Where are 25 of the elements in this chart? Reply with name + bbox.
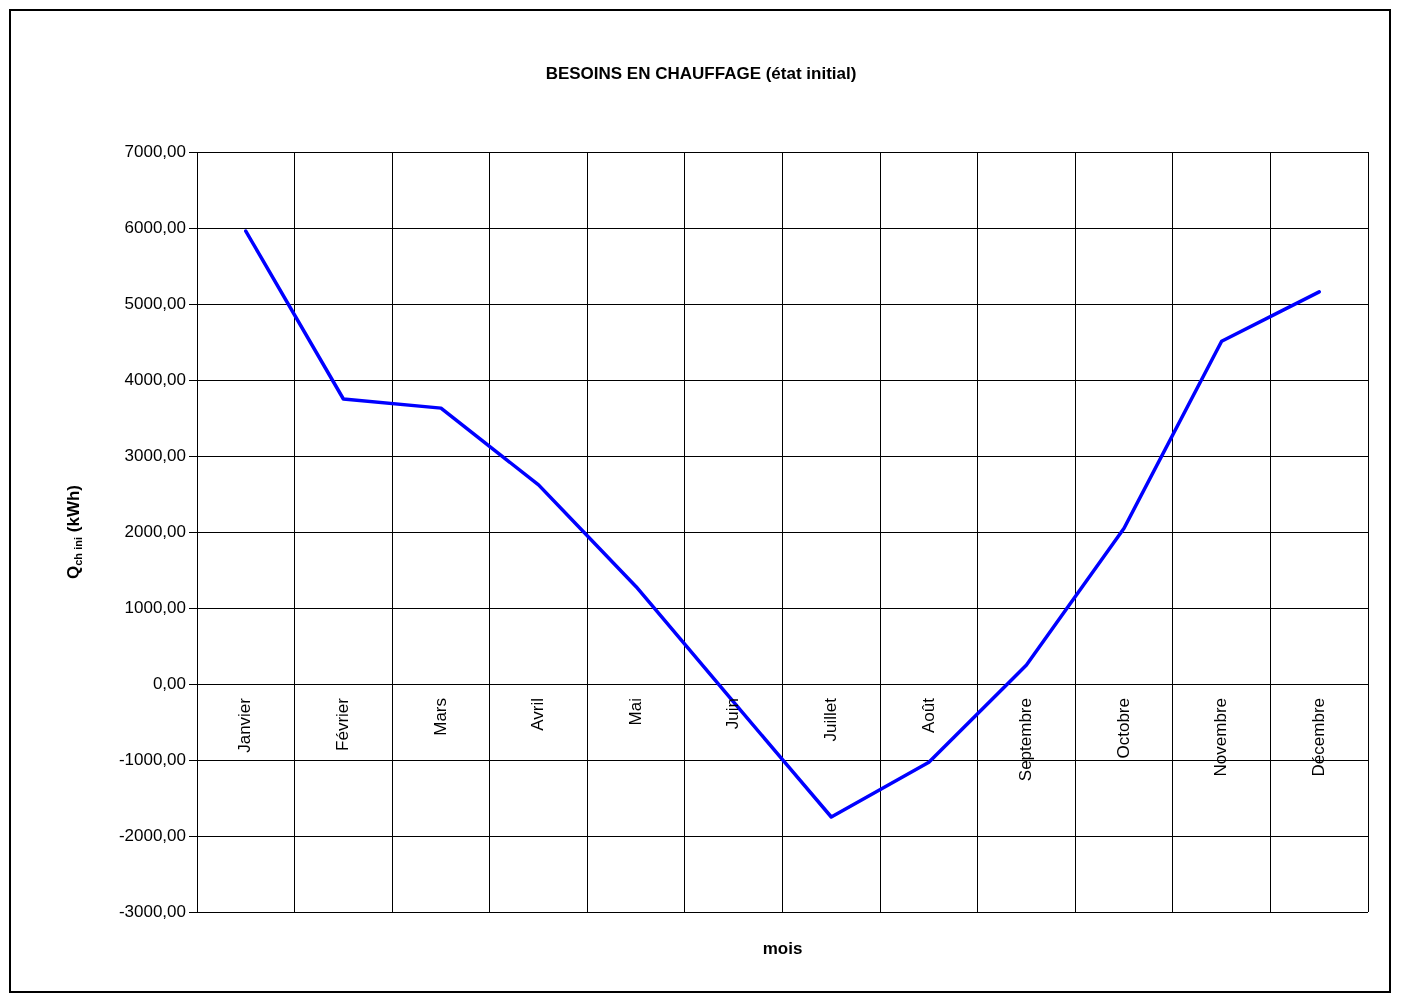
x-tick-label: Novembre xyxy=(1211,698,1231,777)
chart-title: BESOINS EN CHAUFFAGE (état initial) xyxy=(545,63,857,83)
x-tick-label: Juillet xyxy=(820,697,840,742)
y-tick-label: -2000,00 xyxy=(118,825,186,845)
y-tick-label: -3000,00 xyxy=(118,901,186,921)
y-tick-label: 3000,00 xyxy=(124,445,186,465)
y-tick-label: 6000,00 xyxy=(124,217,186,237)
x-axis-title: mois xyxy=(762,938,803,958)
y-tick-label: 7000,00 xyxy=(124,141,186,161)
y-tick-label: -1000,00 xyxy=(118,749,186,769)
x-tick-label: Janvier xyxy=(235,697,255,753)
y-tick-label: 0,00 xyxy=(152,673,186,693)
x-tick-label: Septembre xyxy=(1016,698,1036,782)
x-tick-label: Décembre xyxy=(1308,698,1328,777)
y-tick-label: 4000,00 xyxy=(124,369,186,389)
y-tick-label: 1000,00 xyxy=(124,597,186,617)
x-tick-label: Avril xyxy=(528,698,548,731)
x-tick-label: Mars xyxy=(430,698,450,736)
x-tick-label: Février xyxy=(333,697,353,751)
x-tick-label: Octobre xyxy=(1113,698,1133,759)
y-tick-label: 2000,00 xyxy=(124,521,186,541)
x-tick-label: Mai xyxy=(625,698,645,726)
x-tick-label: Août xyxy=(918,697,938,733)
x-tick-label: Juin xyxy=(723,698,743,730)
y-tick-label: 5000,00 xyxy=(124,293,186,313)
